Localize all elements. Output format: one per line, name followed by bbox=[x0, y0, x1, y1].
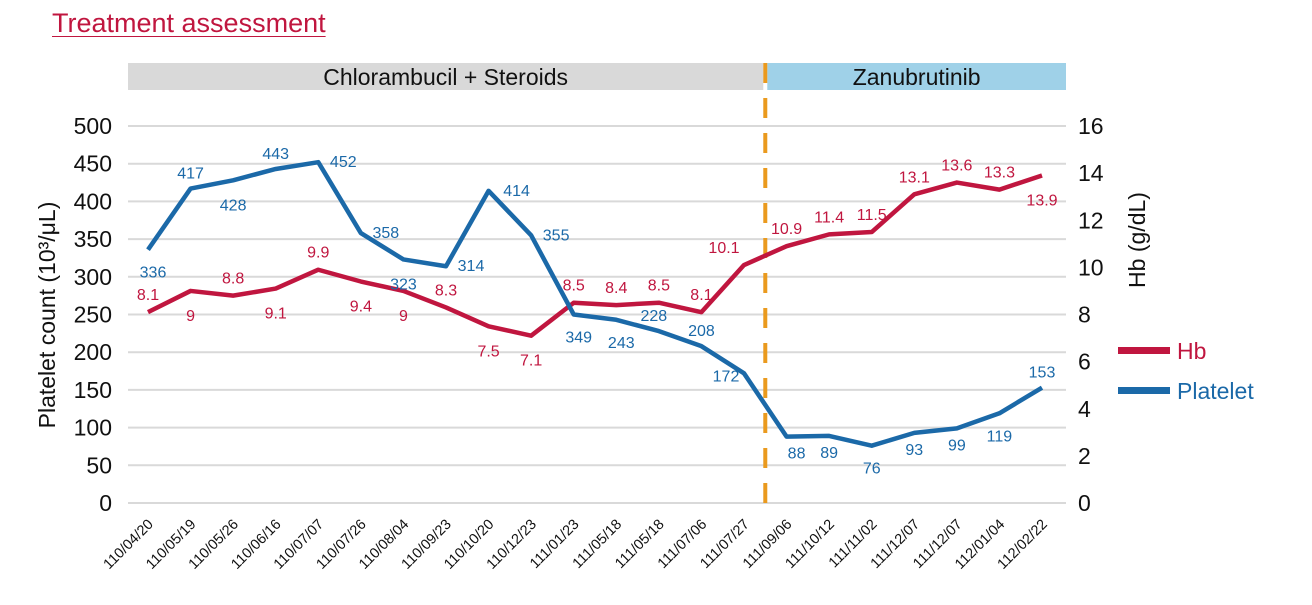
data-label: 8.4 bbox=[605, 280, 627, 297]
data-label: 358 bbox=[373, 225, 400, 242]
phase-label: Chlorambucil + Steroids bbox=[323, 64, 568, 90]
data-label: 336 bbox=[140, 265, 167, 282]
data-label: 8.8 bbox=[222, 271, 244, 288]
data-label: 89 bbox=[820, 445, 838, 462]
y2-tick-label: 4 bbox=[1078, 396, 1091, 422]
data-label: 13.9 bbox=[1026, 192, 1057, 209]
y-tick-label: 0 bbox=[99, 490, 112, 516]
y2-tick-label: 6 bbox=[1078, 349, 1091, 375]
y-tick-label: 50 bbox=[86, 452, 112, 478]
data-label: 323 bbox=[390, 276, 417, 293]
y2-tick-label: 16 bbox=[1078, 113, 1104, 139]
data-label: 414 bbox=[503, 183, 530, 200]
data-label: 8.3 bbox=[435, 282, 457, 299]
data-label: 13.6 bbox=[941, 158, 972, 175]
data-label: 443 bbox=[262, 146, 289, 163]
data-label: 9.4 bbox=[350, 299, 372, 316]
data-label: 417 bbox=[177, 166, 204, 183]
data-label: 7.5 bbox=[477, 343, 499, 360]
data-label: 88 bbox=[788, 446, 806, 463]
y-axis-label: Platelet count (10³/μL) bbox=[34, 202, 60, 429]
data-label: 208 bbox=[688, 323, 715, 340]
y-tick-label: 400 bbox=[74, 188, 112, 214]
data-label: 349 bbox=[565, 330, 592, 347]
y-tick-label: 200 bbox=[74, 339, 112, 365]
legend-label: Platelet bbox=[1177, 378, 1254, 404]
y2-tick-label: 12 bbox=[1078, 207, 1104, 233]
y2-tick-label: 10 bbox=[1078, 254, 1104, 280]
data-label: 8.5 bbox=[563, 278, 585, 295]
phase-band bbox=[128, 63, 764, 90]
data-label: 172 bbox=[713, 368, 740, 385]
data-label: 228 bbox=[641, 308, 668, 325]
y-tick-label: 450 bbox=[74, 151, 112, 177]
data-label: 314 bbox=[458, 258, 485, 275]
y-tick-label: 300 bbox=[74, 264, 112, 290]
series-line-platelet bbox=[146, 159, 1044, 448]
data-label: 428 bbox=[220, 197, 247, 214]
data-label: 11.4 bbox=[814, 209, 844, 226]
data-label: 10.9 bbox=[771, 221, 802, 238]
y2-tick-label: 8 bbox=[1078, 302, 1091, 328]
series-line-hb bbox=[146, 173, 1043, 338]
y2-tick-label: 14 bbox=[1078, 160, 1104, 186]
legend-swatch bbox=[1118, 347, 1170, 354]
phase-band bbox=[767, 63, 1066, 90]
y2-tick-label: 0 bbox=[1078, 490, 1091, 516]
y-tick-label: 250 bbox=[74, 302, 112, 328]
y2-tick-label: 2 bbox=[1078, 443, 1091, 469]
y-tick-label: 350 bbox=[74, 226, 112, 252]
y-tick-label: 100 bbox=[74, 415, 112, 441]
page-title: Treatment assessment bbox=[52, 8, 326, 38]
data-label: 13.3 bbox=[984, 165, 1015, 182]
data-label: 10.1 bbox=[708, 240, 739, 257]
data-label: 8.5 bbox=[648, 278, 670, 295]
data-label: 11.5 bbox=[857, 207, 887, 224]
data-label: 9.1 bbox=[265, 306, 287, 323]
phase-label: Zanubrutinib bbox=[853, 64, 981, 90]
data-label: 153 bbox=[1029, 365, 1056, 382]
data-label: 119 bbox=[987, 428, 1013, 445]
data-label: 99 bbox=[948, 437, 966, 454]
data-label: 9 bbox=[399, 308, 408, 325]
data-label: 9 bbox=[186, 308, 195, 325]
legend-label: Hb bbox=[1177, 338, 1206, 364]
data-label: 76 bbox=[863, 461, 881, 478]
data-label: 8.1 bbox=[137, 287, 159, 304]
data-label: 7.1 bbox=[520, 353, 542, 370]
y2-axis-label: Hb (g/dL) bbox=[1124, 192, 1150, 288]
data-label: 243 bbox=[608, 335, 635, 352]
y-tick-label: 500 bbox=[74, 113, 112, 139]
data-label: 9.9 bbox=[307, 245, 329, 262]
y-tick-label: 150 bbox=[74, 377, 112, 403]
data-label: 355 bbox=[543, 227, 570, 244]
legend-swatch bbox=[1118, 387, 1170, 394]
data-label: 452 bbox=[330, 154, 357, 171]
data-label: 93 bbox=[905, 442, 923, 459]
data-label: 8.1 bbox=[690, 287, 712, 304]
data-label: 13.1 bbox=[899, 169, 930, 186]
